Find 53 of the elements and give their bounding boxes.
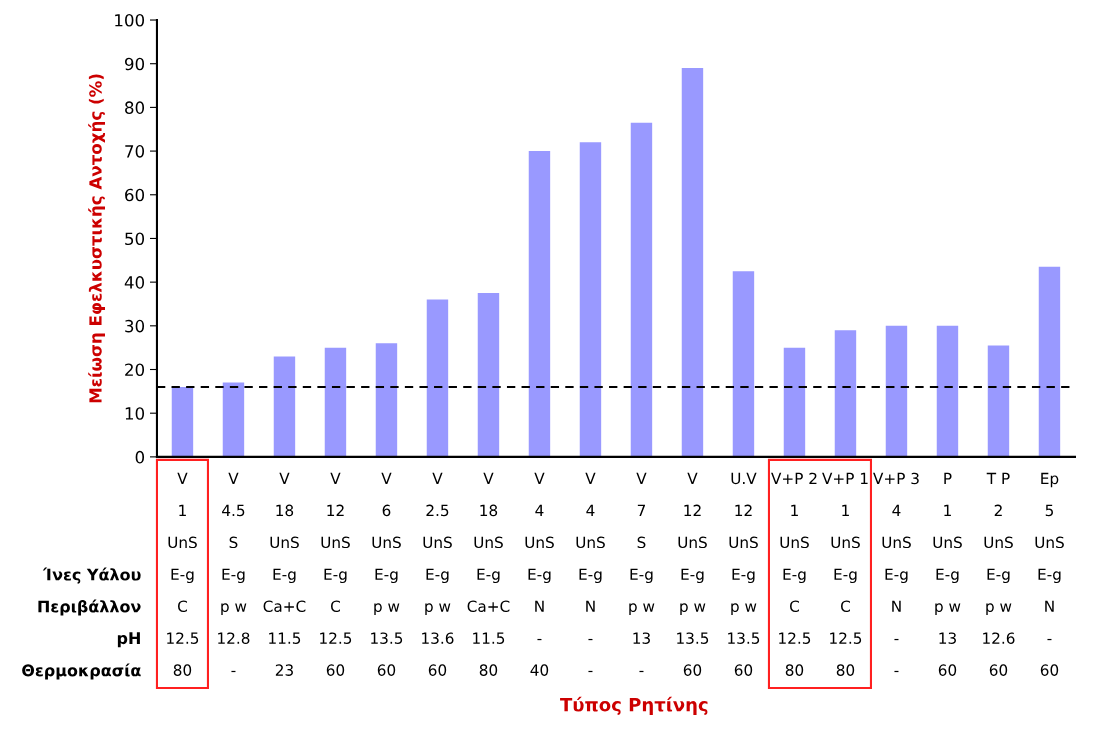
text: Θερμοκρασία: [22, 663, 141, 680]
bar: [885, 325, 908, 457]
category-label: V 1 UnS E-g C 12.5 80: [167, 472, 199, 676]
category-label: P 1 UnS E-g p w 13 60: [933, 472, 962, 676]
bar: [375, 343, 398, 457]
category-label: V+P 3 4 UnS E-g N - -: [873, 472, 919, 673]
text: Περιβάλλον: [38, 599, 141, 616]
bar: [1038, 266, 1061, 457]
bar: [630, 122, 653, 457]
bar: [528, 151, 551, 457]
category-label: V+P 2 1 UnS E-g C 12.5 80: [771, 472, 817, 676]
bar: [834, 330, 857, 457]
bar: [477, 293, 500, 457]
bar: [936, 325, 959, 457]
bar: [273, 356, 296, 457]
bar: [171, 386, 194, 457]
category-label: V 12 UnS E-g C 12.5 60: [320, 472, 352, 676]
category-label: V 12 UnS E-g p w 13.5 60: [677, 472, 709, 676]
bar: [222, 382, 245, 457]
category-label: V 4 UnS E-g N - 40: [525, 472, 554, 676]
y-tick-label: 100: [115, 13, 145, 27]
text: pH: [117, 632, 140, 648]
y-tick-label: 30: [125, 319, 145, 333]
bar: [783, 347, 806, 457]
y-tick-label: 40: [124, 276, 145, 289]
y-tick-label: 60: [125, 188, 145, 202]
bar: [426, 299, 449, 457]
category-label: V 18 UnS E-g Ca+C 11.5 80: [467, 472, 510, 676]
y-tick-label: 70: [125, 145, 145, 158]
category-label: T P 2 UnS E-g p w 12.6 60: [983, 472, 1015, 676]
y-axis-title: Μείωση Εφελκυστικής Αντοχής (%): [88, 74, 105, 403]
bar: [579, 142, 602, 457]
category-label: Ep 5 UnS E-g N - 60: [1035, 472, 1064, 676]
bar: [732, 271, 755, 457]
text: Τύπος Ρητίνης: [560, 696, 708, 715]
y-tick-label: 90: [124, 57, 145, 71]
category-label: V 4.5 S E-g p w 12.8 -: [218, 472, 250, 673]
category-label: V 4 UnS E-g N - -: [576, 472, 605, 673]
category-label: V 6 UnS E-g p w 13.5 60: [371, 472, 403, 676]
bar: [324, 347, 347, 457]
category-label: V 2.5 UnS E-g p w 13.6 60: [422, 472, 454, 676]
y-tick-label: 80: [125, 101, 145, 114]
y-tick-label: 0: [135, 450, 145, 464]
category-label: V 7 S E-g p w 13 -: [629, 472, 655, 673]
text: Ίνες Υάλου: [42, 567, 141, 584]
y-tick-label: 50: [125, 232, 145, 246]
y-tick-label: 20: [125, 363, 145, 377]
category-label: U.V 12 UnS E-g p w 13.5 60: [728, 472, 760, 676]
y-tick-label: 10: [125, 407, 145, 420]
category-label: V+P 1 1 UnS E-g C 12.5 80: [822, 472, 868, 676]
bar: [987, 345, 1010, 457]
category-label: V 18 UnS E-g Ca+C 11.5 23: [263, 472, 306, 676]
bar: [681, 68, 704, 457]
